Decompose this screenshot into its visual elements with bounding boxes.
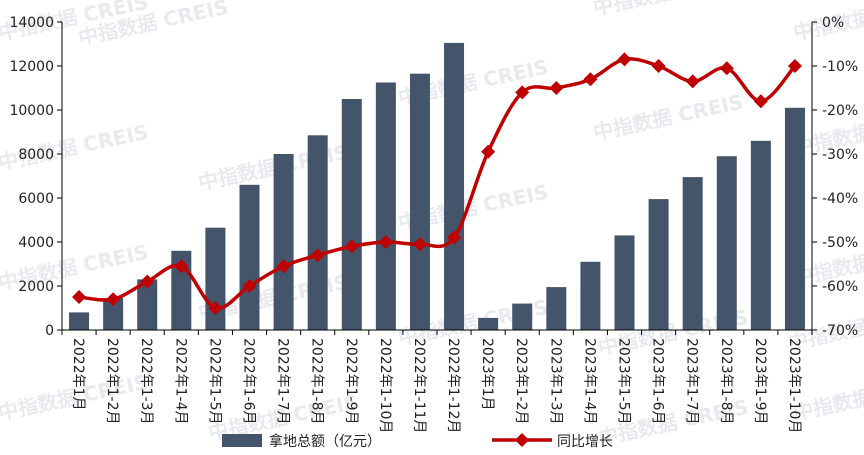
legend-line-label: 同比增长 bbox=[557, 434, 613, 450]
y2-tick-label: -20% bbox=[822, 103, 858, 119]
x-tick-label: 2022年1-8月 bbox=[309, 338, 325, 425]
y-tick-label: 8000 bbox=[18, 147, 54, 163]
x-tick-label: 2023年1-10月 bbox=[786, 338, 802, 433]
x-tick-label: 2022年1月 bbox=[70, 338, 86, 411]
line-marker bbox=[651, 59, 666, 73]
bar bbox=[409, 73, 430, 330]
watermark-text: 中指数据 CREIS bbox=[591, 90, 745, 145]
axis-labels: 0 2000 4000 6000 8000 10000 12000 14000 -70% -60%… bbox=[9, 15, 858, 433]
bar bbox=[137, 279, 158, 330]
legend-line-marker bbox=[515, 433, 529, 447]
line-marker bbox=[276, 259, 291, 274]
bar bbox=[682, 177, 703, 330]
x-tick-label: 2023年1-7月 bbox=[684, 338, 700, 425]
x-tick-label: 2023年1-4月 bbox=[581, 338, 597, 425]
y-tick-label: 14000 bbox=[9, 15, 54, 31]
line-marker bbox=[242, 279, 257, 293]
x-tick-label: 2023年1-9月 bbox=[752, 338, 768, 425]
x-tick-label: 2022年1-11月 bbox=[411, 338, 427, 433]
y2-tick-label: -60% bbox=[822, 279, 858, 295]
line-marker bbox=[106, 292, 121, 307]
line-marker bbox=[378, 235, 393, 249]
x-tick-label: 2023年1-3月 bbox=[547, 338, 563, 425]
legend-bar-label: 拿地总额（亿元） bbox=[269, 433, 381, 450]
x-tick-label: 2022年1-6月 bbox=[241, 338, 257, 425]
bar bbox=[614, 235, 635, 330]
line-marker bbox=[617, 52, 632, 67]
bar bbox=[580, 261, 601, 330]
bar bbox=[478, 317, 499, 330]
line-marker bbox=[549, 81, 564, 95]
bar bbox=[648, 199, 669, 330]
bar bbox=[375, 82, 396, 330]
growth-line bbox=[78, 57, 797, 311]
bar bbox=[307, 135, 328, 330]
bar bbox=[239, 184, 260, 330]
x-tick-label: 2023年1-5月 bbox=[616, 338, 632, 425]
y2-tick-label: -50% bbox=[822, 235, 858, 251]
x-tick-label: 2023年1-6月 bbox=[650, 338, 666, 425]
line-marker bbox=[583, 72, 598, 87]
line-marker bbox=[140, 274, 155, 289]
x-tick-label: 2023年1-2月 bbox=[513, 338, 529, 425]
bar bbox=[512, 303, 533, 330]
y2-tick-label: -70% bbox=[822, 323, 858, 339]
watermark-text: 中指数据 CREIS bbox=[591, 0, 745, 20]
y-tick-label: 12000 bbox=[9, 59, 54, 75]
x-tick-label: 2023年1月 bbox=[479, 338, 495, 411]
bar bbox=[273, 154, 294, 330]
bar bbox=[716, 156, 737, 330]
line-marker bbox=[787, 59, 802, 73]
line-marker bbox=[72, 290, 87, 304]
bar bbox=[546, 287, 567, 330]
legend-bar-swatch bbox=[222, 434, 262, 447]
bar bbox=[444, 42, 465, 331]
y-tick-label: 4000 bbox=[18, 235, 54, 251]
x-tick-label: 2022年1-7月 bbox=[275, 338, 291, 425]
line-marker bbox=[447, 230, 462, 245]
x-tick-label: 2022年1-3月 bbox=[138, 338, 154, 425]
line-marker bbox=[753, 94, 768, 109]
x-tick-label: 2022年1-9月 bbox=[343, 338, 359, 425]
y-tick-label: 0 bbox=[45, 323, 54, 339]
line-marker bbox=[412, 237, 427, 252]
bar bbox=[750, 140, 771, 330]
line-marker bbox=[344, 239, 359, 254]
y2-tick-label: -30% bbox=[822, 147, 858, 163]
bar-series bbox=[69, 42, 805, 331]
line-series bbox=[72, 52, 802, 315]
bar bbox=[341, 99, 362, 330]
bar bbox=[784, 107, 805, 330]
y-tick-label: 2000 bbox=[18, 279, 54, 295]
x-tick-label: 2022年1-4月 bbox=[172, 338, 188, 425]
line-marker bbox=[310, 248, 325, 263]
x-tick-label: 2022年1-10月 bbox=[377, 338, 393, 433]
x-tick-label: 2023年1-8月 bbox=[718, 338, 734, 425]
line-marker bbox=[208, 301, 223, 315]
line-marker bbox=[719, 61, 734, 76]
y-tick-label: 10000 bbox=[9, 103, 54, 119]
axes bbox=[57, 21, 817, 335]
bar bbox=[103, 298, 124, 330]
x-tick-label: 2022年1-5月 bbox=[206, 338, 222, 425]
line-marker bbox=[685, 74, 700, 89]
line-marker bbox=[481, 144, 496, 159]
y2-tick-label: -10% bbox=[822, 59, 858, 75]
legend: 拿地总额（亿元） 同比增长 bbox=[222, 433, 613, 450]
bar bbox=[69, 312, 90, 330]
y2-tick-label: 0% bbox=[822, 15, 844, 31]
x-tick-label: 2022年1-2月 bbox=[104, 338, 120, 425]
line-marker bbox=[515, 85, 530, 100]
line-marker bbox=[174, 259, 189, 274]
y2-tick-label: -40% bbox=[822, 191, 858, 207]
x-tick-label: 2022年1-12月 bbox=[445, 338, 461, 433]
y-tick-label: 6000 bbox=[18, 191, 54, 207]
